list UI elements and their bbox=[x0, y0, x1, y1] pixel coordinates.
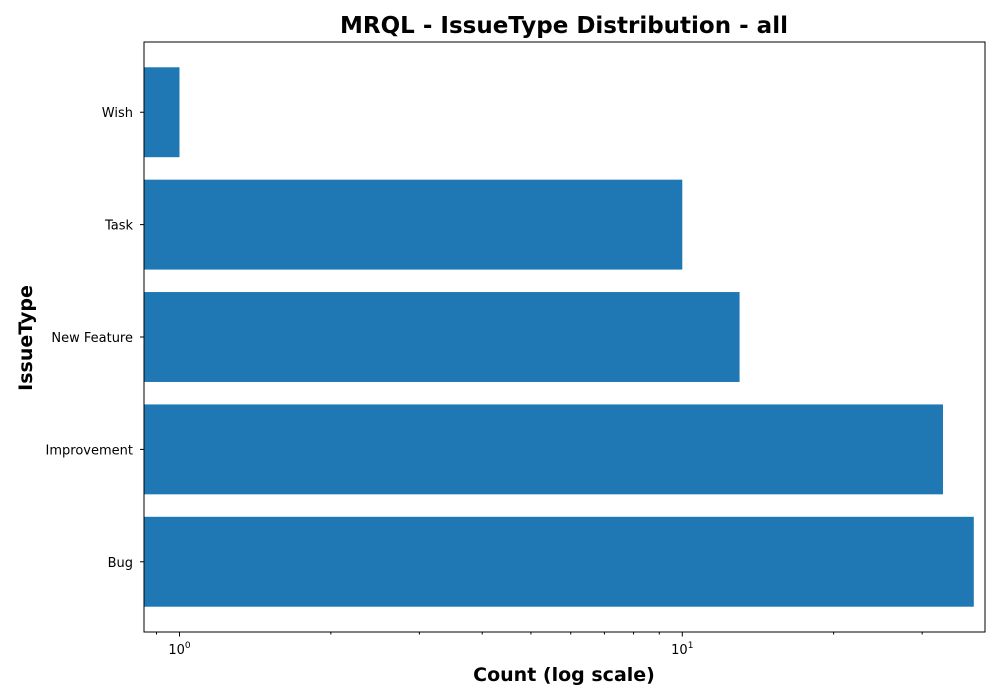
y-tick-label-wish: Wish bbox=[102, 106, 133, 121]
chart-title: MRQL - IssueType Distribution - all bbox=[340, 13, 788, 39]
y-tick-label-improvement: Improvement bbox=[46, 443, 133, 458]
plot-frame bbox=[143, 41, 986, 633]
bar-wish bbox=[144, 67, 180, 158]
bar-bug bbox=[144, 516, 974, 607]
y-tick-label-bug: Bug bbox=[108, 556, 133, 571]
x-tick-label: 100 bbox=[168, 641, 191, 658]
y-tick-label-task: Task bbox=[104, 219, 134, 234]
bar-new-feature bbox=[144, 292, 740, 382]
x-axis-title: Count (log scale) bbox=[473, 664, 655, 686]
bar-task bbox=[144, 179, 683, 270]
bar-improvement bbox=[144, 404, 943, 495]
x-tick-label: 101 bbox=[671, 641, 693, 658]
plot-area: Wish Task New Feature Improvement Bug 100 101 bbox=[46, 41, 986, 658]
y-axis-title: IssueType bbox=[15, 285, 37, 391]
y-tick-label-new-feature: New Feature bbox=[51, 331, 133, 346]
